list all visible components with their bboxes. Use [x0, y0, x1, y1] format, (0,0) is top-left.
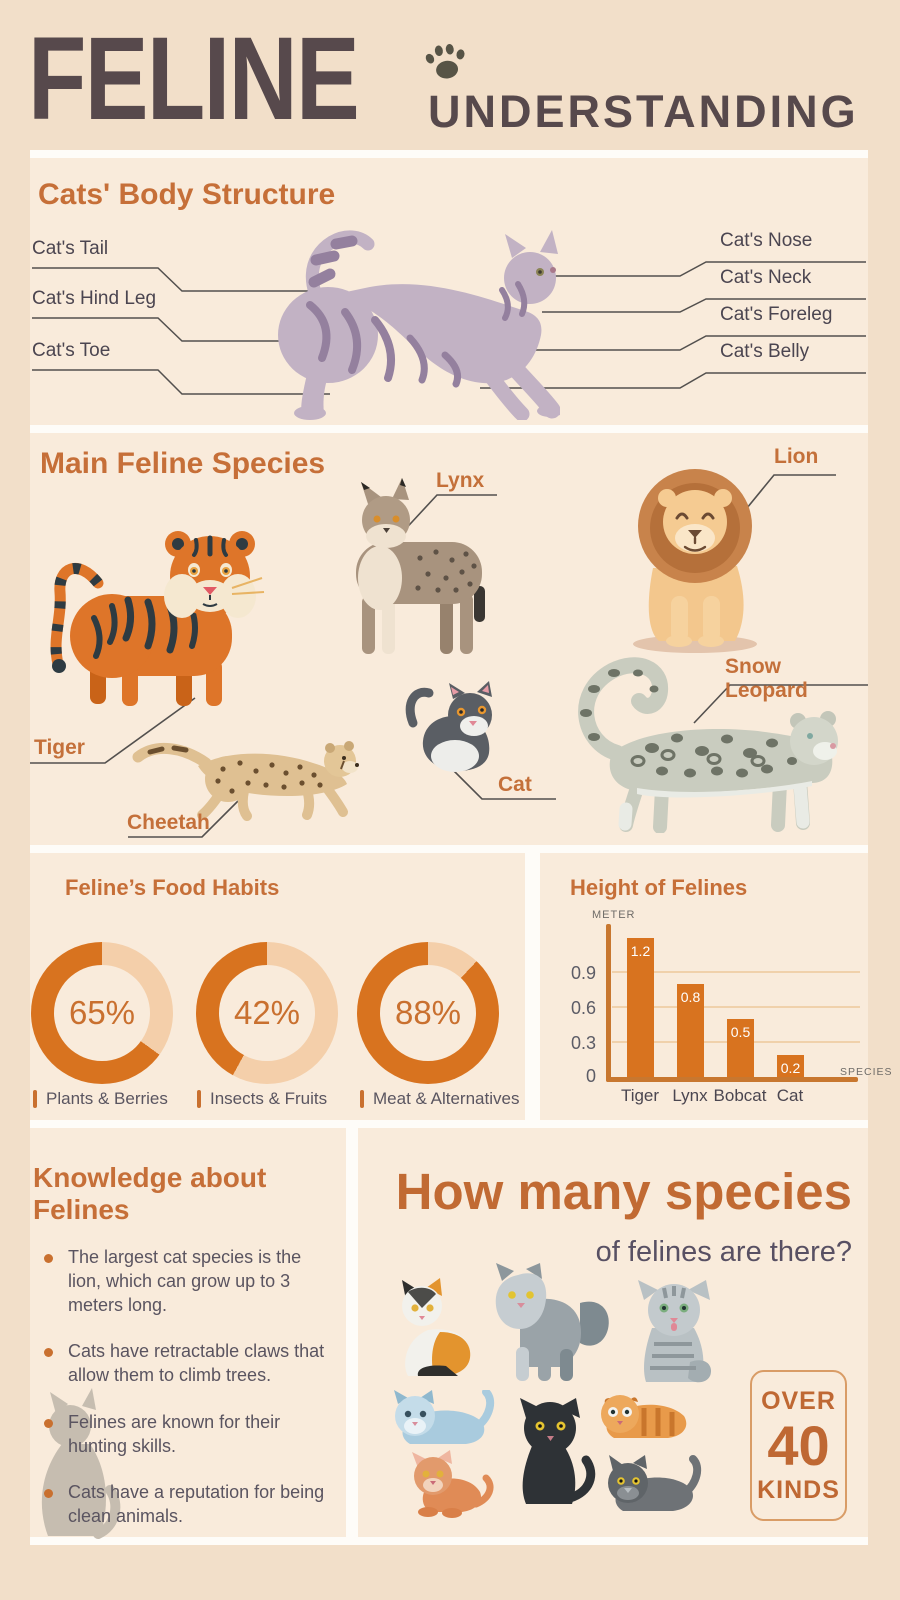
header: FELINE UNDERSTANDING: [0, 0, 900, 150]
cheetah-illustration: [132, 741, 359, 821]
bar-value: 0.8: [680, 989, 701, 1005]
legend-item: Plants & Berries: [33, 1089, 168, 1109]
bar-cat: 0.2: [777, 1055, 804, 1078]
gray-tabby-cat-icon: [638, 1280, 712, 1383]
legend-label: Meat & Alternatives: [373, 1089, 520, 1108]
species-label-snow-leopard: Snow Leopard: [725, 655, 808, 702]
x-axis: [606, 1077, 858, 1082]
badge-number: 40: [767, 1413, 830, 1477]
species-label-lynx: Lynx: [436, 469, 485, 492]
donut-percent: 65%: [68, 994, 136, 1031]
donut-meat-alternatives: 88%: [357, 942, 499, 1084]
species-section: Main Feline Species: [30, 433, 868, 845]
label-cats-neck: Cat's Neck: [720, 267, 812, 288]
dark-gray-cat-icon: [608, 1455, 702, 1511]
label-cats-nose: Cat's Nose: [720, 230, 813, 251]
label-cats-belly: Cat's Belly: [720, 341, 810, 362]
legend-tick: [197, 1090, 201, 1108]
paw-icon: [425, 43, 465, 79]
donut-plants-berries: 65%: [31, 942, 173, 1084]
bar-tiger: 1.2: [627, 938, 654, 1078]
species-label-cat: Cat: [498, 773, 532, 796]
orange-tabby-cat-icon: [601, 1395, 687, 1438]
label-cats-hind-leg: Cat's Hind Leg: [32, 288, 157, 309]
bar-value: 1.2: [630, 943, 651, 959]
y-axis-title: METER: [592, 909, 636, 921]
gridline: [612, 1006, 860, 1008]
black-cat-icon: [520, 1398, 596, 1504]
legend-tick: [360, 1090, 364, 1108]
body-structure-heading: Cats' Body Structure: [38, 178, 336, 211]
species-count-section: How many species of felines are there?: [358, 1128, 868, 1537]
legend-label: Plants & Berries: [46, 1089, 168, 1108]
y-tick: 0.9: [570, 963, 596, 983]
cat-illustration: [405, 681, 492, 772]
x-category: Cat: [776, 1086, 804, 1105]
tiger-illustration: [50, 531, 265, 706]
blue-cat-icon: [394, 1390, 495, 1444]
x-category: Tiger: [620, 1086, 660, 1105]
knowledge-section: Knowledge about Felines The largest cat …: [30, 1128, 346, 1539]
bar-chart-plot: 1.2 0.8 0.5 0.2: [610, 928, 860, 1078]
species-label-tiger: Tiger: [34, 736, 85, 759]
species-count-subtitle: of felines are there?: [595, 1236, 852, 1268]
donut-insects-fruits: 42%: [196, 942, 338, 1084]
legend-item: Meat & Alternatives: [360, 1089, 519, 1109]
knowledge-bullet: Felines are known for their hunting skil…: [42, 1411, 338, 1459]
legend-item: Insects & Fruits: [197, 1089, 327, 1109]
bar-value: 0.5: [730, 1024, 751, 1040]
page-title: FELINE: [28, 13, 360, 145]
height-chart-section: Height of Felines METER SPECIES 1.2 0.8 …: [540, 853, 892, 1120]
x-category: Lynx: [672, 1086, 708, 1105]
badge-kinds: KINDS: [757, 1475, 840, 1504]
lion-illustration: [633, 469, 757, 653]
knowledge-bullet: Cats have a reputation for being clean a…: [42, 1481, 338, 1529]
species-label-cheetah: Cheetah: [127, 811, 210, 834]
knowledge-bullet-list: The largest cat species is the lion, whi…: [42, 1246, 338, 1552]
food-habits-heading: Feline’s Food Habits: [65, 875, 280, 900]
food-habits-section: Feline’s Food Habits 65% 42% 88% Plants …: [30, 853, 525, 1120]
donut-percent: 88%: [394, 994, 462, 1031]
species-label-lion: Lion: [774, 445, 819, 468]
sphynx-cat-icon: [412, 1450, 494, 1518]
snow-leopard-illustration: [578, 657, 838, 833]
maine-coon-cat-icon: [495, 1263, 609, 1381]
stretching-cat-illustration: [278, 230, 560, 420]
label-cats-toe: Cat's Toe: [32, 340, 111, 361]
label-cats-tail: Cat's Tail: [32, 238, 109, 259]
knowledge-heading: Knowledge about Felines: [33, 1162, 267, 1225]
lynx-illustration: [356, 478, 485, 654]
badge-over: OVER: [761, 1386, 836, 1415]
species-count-title: How many species: [395, 1163, 852, 1220]
legend-tick: [33, 1090, 37, 1108]
y-tick: 0: [585, 1066, 596, 1086]
bar-bobcat: 0.5: [727, 1019, 754, 1078]
knowledge-bullet: The largest cat species is the lion, whi…: [42, 1246, 338, 1317]
body-structure-section: Cats' Body Structure: [30, 158, 868, 425]
x-category: Bobcat: [713, 1086, 767, 1105]
page-subtitle: UNDERSTANDING: [428, 86, 859, 137]
y-tick: 0.3: [570, 1033, 596, 1053]
knowledge-bullet: Cats have retractable claws that allow t…: [42, 1340, 338, 1388]
calico-cat-icon: [402, 1278, 471, 1376]
y-axis: [606, 924, 611, 1082]
species-count-badge: OVER 40 KINDS: [750, 1370, 847, 1521]
bar-lynx: 0.8: [677, 984, 704, 1078]
label-cats-foreleg: Cat's Foreleg: [720, 304, 833, 325]
sitting-cat-silhouette-icon: [41, 1388, 121, 1539]
gridline: [612, 971, 860, 973]
donut-percent: 42%: [233, 994, 301, 1031]
y-tick: 0.6: [570, 998, 596, 1018]
species-heading: Main Feline Species: [40, 447, 326, 480]
x-axis-title: SPECIES: [840, 1066, 893, 1078]
height-chart-heading: Height of Felines: [570, 875, 748, 900]
bar-value: 0.2: [780, 1060, 801, 1076]
legend-label: Insects & Fruits: [210, 1089, 328, 1108]
